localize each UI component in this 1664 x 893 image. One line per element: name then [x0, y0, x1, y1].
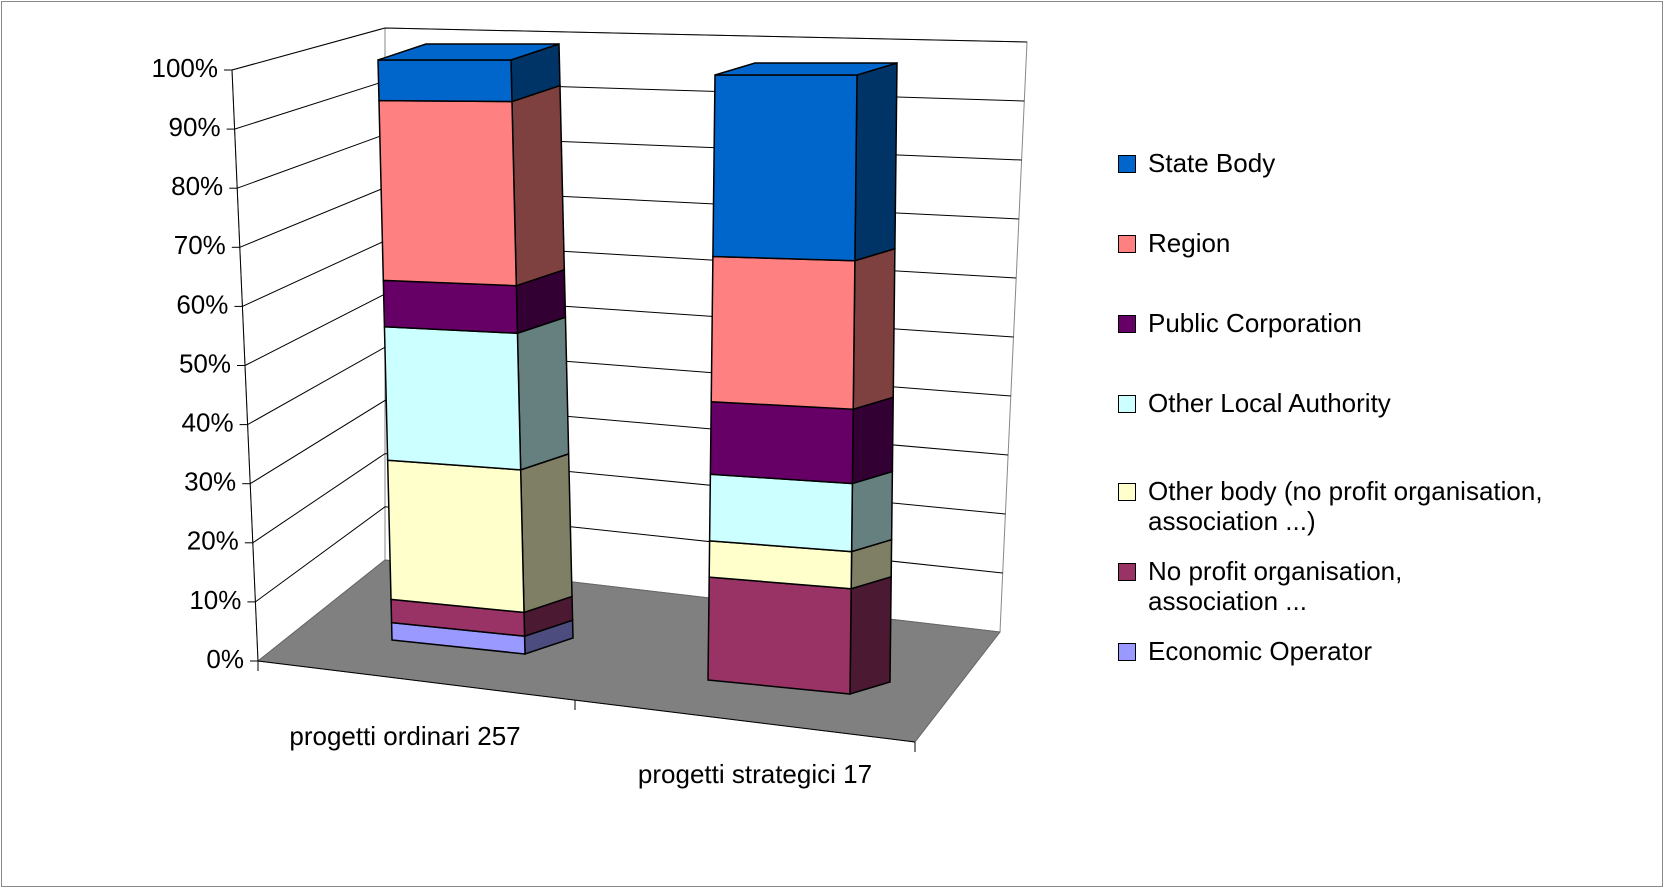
- y-tick-label: 90%: [169, 112, 221, 142]
- legend-label: No profit organisation, association ...: [1148, 556, 1403, 616]
- legend-item: No profit organisation, association ...: [1118, 556, 1478, 616]
- legend-swatch: [1118, 483, 1136, 501]
- legend-swatch: [1118, 643, 1136, 661]
- y-axis: [231, 69, 259, 662]
- bar-top: [714, 62, 898, 76]
- bar-side: [854, 61, 898, 262]
- legend-swatch: [1118, 155, 1136, 173]
- grid-line: [231, 27, 1028, 71]
- bar-side: [511, 84, 566, 287]
- bar-side: [850, 470, 894, 553]
- bar: [710, 255, 856, 411]
- legend-swatch: [1118, 315, 1136, 333]
- bar: [708, 473, 854, 553]
- bar: [707, 576, 852, 695]
- legend-label: Other body (no profit organisation, asso…: [1148, 476, 1543, 536]
- bar-side: [851, 396, 894, 485]
- y-tick-label: 70%: [174, 230, 226, 260]
- y-tick-label: 0%: [206, 644, 244, 674]
- bar: [383, 326, 522, 471]
- legend-item: Public Corporation: [1118, 308, 1568, 338]
- legend-swatch: [1118, 235, 1136, 253]
- legend-item: Region: [1118, 228, 1568, 258]
- bar: [709, 400, 854, 485]
- y-tick-label: 50%: [179, 348, 231, 378]
- x-tick-label: progetti ordinari 257: [289, 721, 520, 751]
- legend-swatch: [1118, 563, 1136, 581]
- bar: [377, 59, 513, 103]
- legend-label: State Body: [1148, 148, 1276, 178]
- legend-item: Other body (no profit organisation, asso…: [1118, 476, 1568, 536]
- legend-label: Economic Operator: [1148, 636, 1372, 666]
- legend-item: State Body: [1118, 148, 1568, 178]
- y-tick-label: 20%: [187, 526, 239, 556]
- legend-swatch: [1118, 395, 1136, 413]
- bar-side: [849, 575, 892, 696]
- x-tick-label: progetti strategici 17: [638, 759, 872, 789]
- y-tick-label: 80%: [171, 171, 223, 201]
- legend-item: Economic Operator: [1118, 636, 1568, 666]
- legend-label: Region: [1148, 228, 1231, 258]
- bar-side: [516, 316, 570, 471]
- y-tick-label: 100%: [152, 53, 219, 83]
- bar: [386, 459, 525, 614]
- x-axis: [257, 660, 916, 743]
- bar: [378, 99, 518, 287]
- legend-item: Other Local Authority: [1118, 388, 1568, 418]
- legend-label: Other Local Authority: [1148, 388, 1391, 418]
- bar-side: [852, 247, 896, 411]
- y-tick-label: 60%: [176, 289, 228, 319]
- y-tick-label: 30%: [184, 467, 236, 497]
- y-tick-label: 40%: [182, 407, 234, 437]
- y-tick-label: 10%: [189, 585, 241, 615]
- bar: [382, 279, 519, 335]
- bar-side: [519, 452, 573, 614]
- bar: [712, 74, 858, 262]
- legend-label: Public Corporation: [1148, 308, 1362, 338]
- bar-top: [377, 43, 560, 61]
